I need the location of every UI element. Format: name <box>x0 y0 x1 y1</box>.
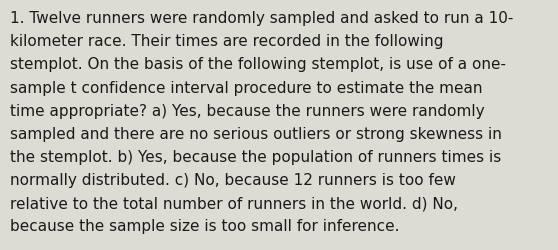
Text: kilometer race. Their times are recorded in the following: kilometer race. Their times are recorded… <box>10 34 444 49</box>
Text: sample t confidence interval procedure to estimate the mean: sample t confidence interval procedure t… <box>10 80 483 95</box>
Text: the stemplot. b) Yes, because the population of runners times is: the stemplot. b) Yes, because the popula… <box>10 149 501 164</box>
Text: because the sample size is too small for inference.: because the sample size is too small for… <box>10 218 400 233</box>
Text: sampled and there are no serious outliers or strong skewness in: sampled and there are no serious outlier… <box>10 126 502 141</box>
Text: time appropriate? a) Yes, because the runners were randomly: time appropriate? a) Yes, because the ru… <box>10 103 485 118</box>
Text: 1. Twelve runners were randomly sampled and asked to run a 10-: 1. Twelve runners were randomly sampled … <box>10 11 513 26</box>
Text: stemplot. On the basis of the following stemplot, is use of a one-: stemplot. On the basis of the following … <box>10 57 506 72</box>
Text: relative to the total number of runners in the world. d) No,: relative to the total number of runners … <box>10 195 458 210</box>
Text: normally distributed. c) No, because 12 runners is too few: normally distributed. c) No, because 12 … <box>10 172 456 187</box>
